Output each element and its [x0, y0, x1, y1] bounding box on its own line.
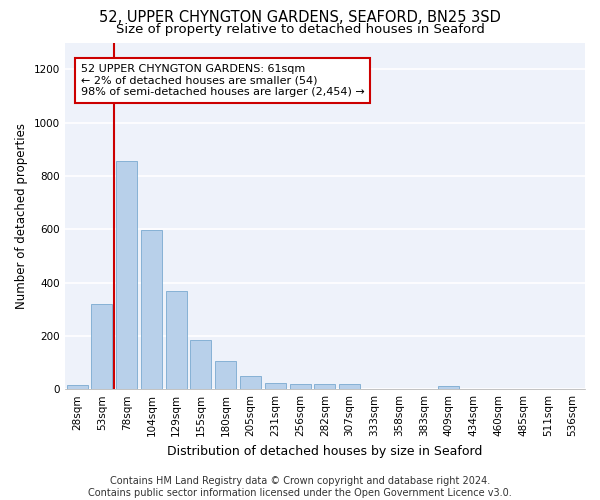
Text: Size of property relative to detached houses in Seaford: Size of property relative to detached ho…	[116, 22, 484, 36]
X-axis label: Distribution of detached houses by size in Seaford: Distribution of detached houses by size …	[167, 444, 482, 458]
Bar	[215, 361, 236, 389]
Text: 52, UPPER CHYNGTON GARDENS, SEAFORD, BN25 3SD: 52, UPPER CHYNGTON GARDENS, SEAFORD, BN2…	[99, 10, 501, 25]
Bar	[190, 340, 211, 389]
Text: 52 UPPER CHYNGTON GARDENS: 61sqm
← 2% of detached houses are smaller (54)
98% of: 52 UPPER CHYNGTON GARDENS: 61sqm ← 2% of…	[81, 64, 365, 97]
Bar	[339, 384, 360, 389]
Bar	[116, 161, 137, 389]
Text: Contains HM Land Registry data © Crown copyright and database right 2024.
Contai: Contains HM Land Registry data © Crown c…	[88, 476, 512, 498]
Bar	[166, 290, 187, 389]
Y-axis label: Number of detached properties: Number of detached properties	[15, 123, 28, 309]
Bar	[240, 376, 261, 389]
Bar	[141, 230, 162, 389]
Bar	[438, 386, 459, 389]
Bar	[91, 304, 112, 389]
Bar	[314, 384, 335, 389]
Bar	[265, 384, 286, 389]
Bar	[67, 385, 88, 389]
Bar	[290, 384, 311, 389]
